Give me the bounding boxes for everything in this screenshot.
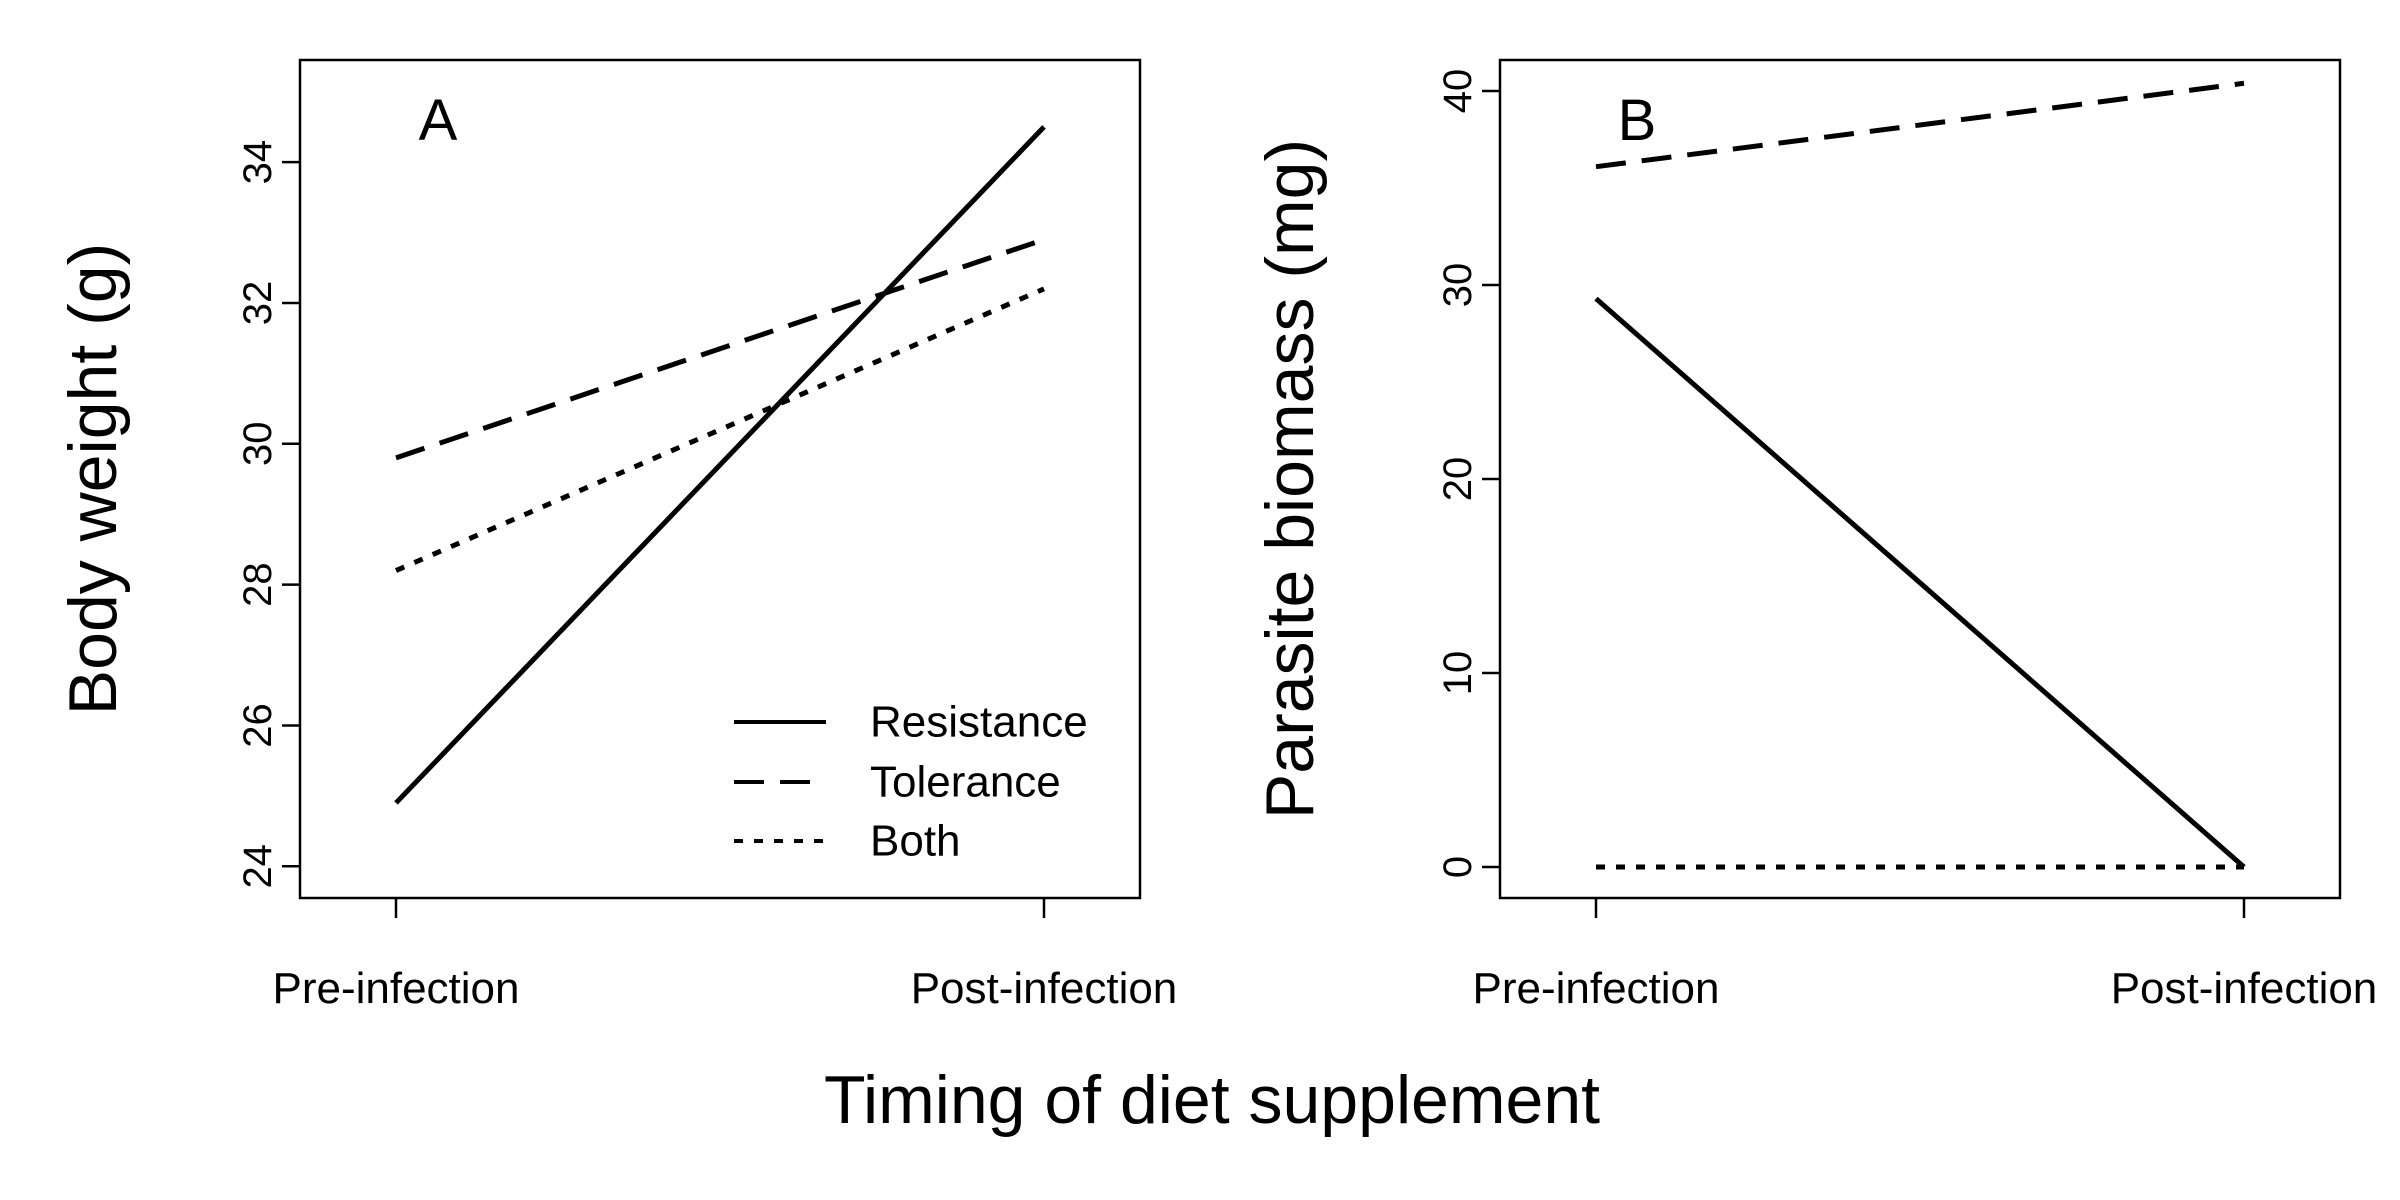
legend-entry: Tolerance — [870, 758, 1061, 807]
plot-frame — [298, 58, 1142, 900]
panel-label: B — [1618, 88, 1657, 153]
y-tick-label: 32 — [236, 281, 280, 326]
y-tick-label: 30 — [1436, 263, 1480, 308]
y-tick-label: 40 — [1436, 69, 1480, 114]
y-tick-label: 30 — [236, 422, 280, 467]
x-tick-label: Post-infection — [911, 964, 1178, 1013]
legend-entry: Resistance — [870, 698, 1088, 747]
x-tick-label: Post-infection — [2111, 964, 2378, 1013]
series-line-tolerance — [395, 237, 1045, 461]
panel-a: 24 26 28 30 32 34 Pre-infection Post-infection B… — [55, 58, 1178, 1013]
y-tick-label: 10 — [1436, 651, 1480, 696]
x-tick-label: Pre-infection — [1472, 964, 1719, 1013]
panel-b: 0 10 20 30 40 Pre-infection Post-infection Para… — [1252, 58, 2378, 1013]
y-tick-label: 34 — [236, 140, 280, 185]
legend-entry: Both — [870, 817, 961, 866]
series-line-both — [395, 286, 1045, 573]
y-tick-label: 20 — [1436, 457, 1480, 502]
x-axis-label: Timing of diet supplement — [824, 1062, 1600, 1138]
y-tick-label: 26 — [236, 703, 280, 748]
legend: Resistance Tolerance Both — [734, 698, 1088, 866]
series-line-tolerance — [1595, 80, 2245, 170]
y-tick-label: 28 — [236, 562, 280, 607]
x-tick-label: Pre-infection — [272, 964, 519, 1013]
y-tick-label: 24 — [236, 844, 280, 889]
series-line-resistance — [1594, 296, 2246, 869]
y-axis-label: Body weight (g) — [55, 243, 131, 715]
y-axis-label: Parasite biomass (mg) — [1252, 139, 1328, 819]
plot-frame — [1498, 58, 2342, 900]
y-tick-label: 0 — [1436, 856, 1480, 878]
series-line-resistance — [394, 125, 1046, 805]
panel-label: A — [419, 88, 458, 153]
